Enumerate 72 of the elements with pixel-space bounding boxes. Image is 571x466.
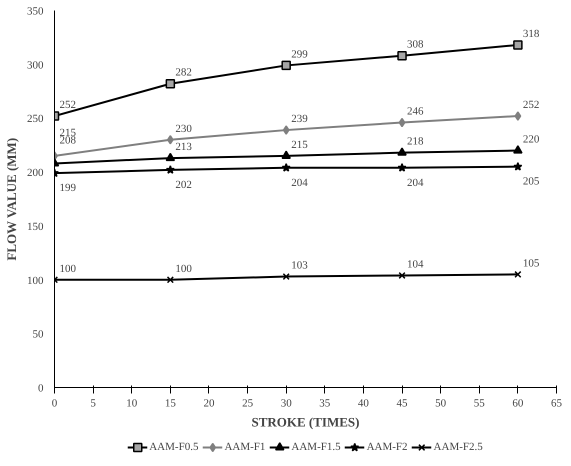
- data-label: 308: [407, 38, 424, 51]
- x-tick-label: 60: [512, 398, 524, 410]
- data-label: 239: [291, 113, 308, 126]
- x-tick-label: 15: [164, 398, 176, 410]
- y-tick-label: 100: [27, 274, 44, 287]
- y-tick-label: 150: [27, 220, 44, 233]
- x-tick-label: 45: [396, 398, 408, 410]
- legend-label: AAM-F2.5: [434, 441, 483, 453]
- point: [281, 150, 291, 159]
- point: [166, 152, 176, 162]
- data-label: 100: [60, 262, 76, 275]
- point: [397, 50, 407, 60]
- point: [514, 111, 522, 121]
- point: [282, 272, 290, 280]
- legend-label: AAM-F1: [224, 441, 266, 453]
- point: [398, 272, 406, 280]
- x-axis-title: STROKE (TIMES): [252, 414, 360, 430]
- point: [166, 276, 174, 284]
- y-tick-label: 250: [27, 113, 44, 126]
- point: [514, 270, 522, 278]
- data-label: 220: [522, 134, 540, 146]
- x-tick-label: 30: [280, 398, 292, 410]
- x-tick-label: 55: [474, 398, 486, 410]
- x-tick-label: 40: [358, 398, 370, 410]
- data-label: 199: [60, 182, 76, 194]
- y-tick-label: 50: [32, 328, 44, 341]
- data-label: 105: [522, 257, 540, 270]
- data-label: 230: [175, 122, 192, 135]
- legend-label: AAM-F2: [366, 441, 408, 453]
- data-label: 104: [407, 258, 424, 270]
- y-axis-title: FLOW VALUE (MM): [4, 138, 19, 261]
- data-label: 103: [291, 260, 308, 272]
- data-label: 205: [522, 176, 540, 188]
- y-tick-label: 200: [27, 167, 44, 180]
- point: [513, 162, 522, 171]
- data-label: 215: [291, 138, 308, 151]
- point: [397, 147, 407, 156]
- point: [166, 135, 174, 145]
- x-tick-label: 0: [52, 398, 58, 410]
- x-tick-label: 50: [435, 398, 447, 410]
- x-tick-label: 5: [90, 398, 96, 410]
- data-label: 218: [407, 136, 424, 148]
- y-tick-label: 350: [27, 6, 44, 18]
- data-label: 252: [60, 99, 76, 112]
- data-label: 204: [407, 176, 424, 189]
- data-label: 299: [291, 48, 308, 60]
- point: [166, 78, 176, 88]
- point: [281, 60, 291, 70]
- y-tick-label: 300: [27, 59, 44, 72]
- point: [398, 118, 406, 128]
- point: [513, 145, 523, 154]
- y-tick-label: 0: [38, 382, 44, 394]
- point: [282, 163, 291, 172]
- x-tick-label: 25: [242, 398, 254, 410]
- data-label: 252: [522, 99, 540, 112]
- legend-label: AAM-F1.5: [291, 441, 341, 453]
- data-label: 204: [291, 176, 308, 189]
- data-label: 213: [175, 141, 192, 154]
- x-tick-label: 65: [551, 398, 562, 410]
- data-label: 100: [175, 262, 192, 275]
- point: [166, 165, 175, 174]
- point: [513, 40, 523, 50]
- point: [282, 125, 290, 135]
- data-label: 246: [407, 106, 424, 118]
- data-label: 318: [522, 28, 540, 40]
- x-tick-label: 35: [319, 398, 331, 410]
- x-tick-label: 20: [203, 398, 215, 410]
- legend-label: AAM-F0.5: [149, 441, 198, 453]
- x-tick-label: 10: [126, 398, 138, 410]
- data-label: 202: [175, 178, 192, 191]
- data-label: 282: [175, 66, 192, 79]
- point: [397, 163, 407, 172]
